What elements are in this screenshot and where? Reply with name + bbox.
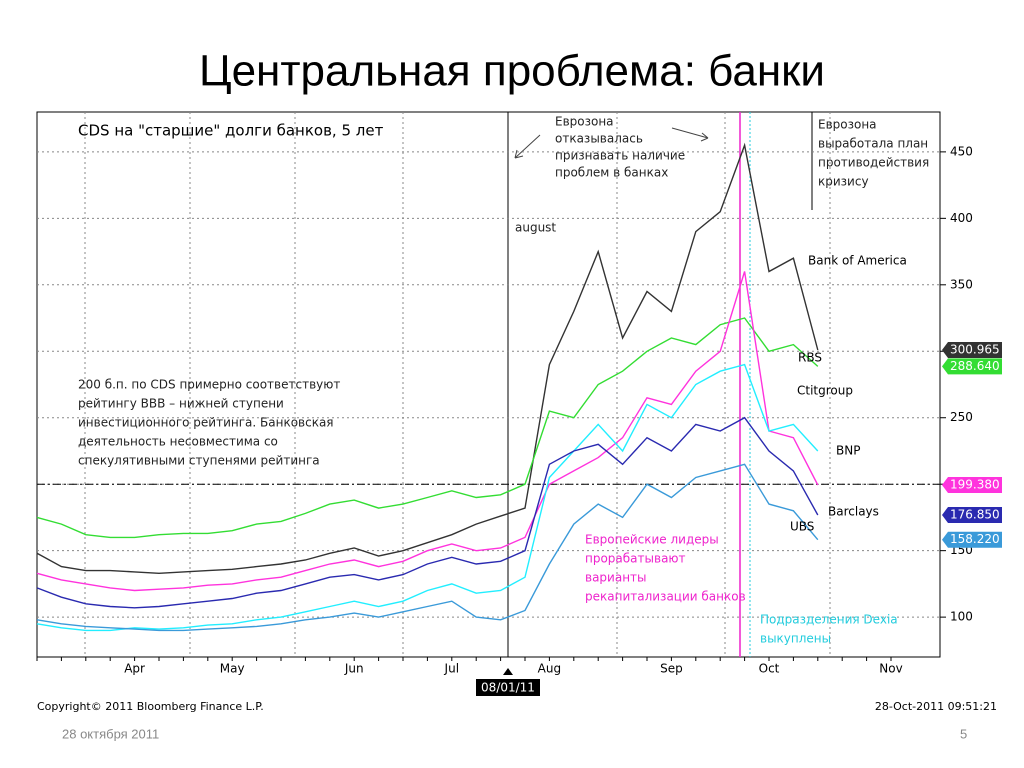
- end-box: [942, 531, 1002, 548]
- y-tick-label: 450: [950, 144, 973, 158]
- annotation: варианты: [585, 571, 647, 585]
- annotation: 200 б.п. по CDS примерно соответствуют: [78, 378, 340, 392]
- x-tick-label: Aug: [538, 662, 561, 676]
- chart-title: CDS на "старшие" долги банков, 5 лет: [78, 122, 384, 140]
- plot-frame: [36, 111, 941, 658]
- timestamp: 28-Oct-2011 09:51:21: [875, 700, 997, 713]
- x-tick-label: May: [220, 662, 245, 676]
- series-line: [36, 271, 819, 592]
- x-tick-label: Nov: [879, 662, 902, 676]
- slide-title: Центральная проблема: банки: [199, 47, 825, 96]
- series-label: BNP: [836, 444, 860, 458]
- date-pointer: [503, 668, 513, 675]
- x-tick-label: Apr: [124, 662, 145, 676]
- date-box: [476, 679, 540, 696]
- y-tick-label: 100: [950, 610, 973, 624]
- date-marker: 08/01/11: [481, 681, 535, 695]
- annotation: выработала план: [818, 137, 928, 151]
- series-line: [36, 416, 819, 609]
- annotation: Еврозона: [818, 118, 877, 132]
- y-tick-label: 250: [950, 410, 973, 424]
- x-tick-label: Sep: [660, 662, 683, 676]
- copyright: Copyright© 2011 Bloomberg Finance L.P.: [37, 700, 264, 713]
- arrow: [514, 134, 541, 159]
- page-number: 5: [960, 726, 967, 741]
- x-tick-label: Jun: [344, 662, 364, 676]
- end-box: [942, 477, 1002, 494]
- series-line: [36, 363, 819, 632]
- series-label: Barclays: [828, 505, 879, 519]
- end-label: 288.640: [950, 359, 1000, 373]
- annotation: рекапитализации банков: [585, 590, 746, 604]
- end-label: 300.965: [950, 342, 1000, 356]
- annotation: прорабатывают: [585, 552, 686, 566]
- x-tick-label: Oct: [759, 662, 780, 676]
- end-box: [942, 341, 1002, 358]
- end-box: [942, 506, 1002, 523]
- month-grid: [84, 112, 831, 657]
- annotation: противодействия: [818, 156, 929, 170]
- end-label: 176.850: [950, 507, 1000, 521]
- series-label: Bank of America: [808, 254, 907, 268]
- arrow: [671, 127, 709, 142]
- x-tick-label: Jul: [444, 662, 459, 676]
- series-line: [36, 463, 819, 632]
- y-tick-label: 400: [950, 211, 973, 225]
- annotation: Еврозона: [555, 115, 614, 129]
- annotation: Европейские лидеры: [585, 533, 719, 547]
- annotation: выкуплены: [760, 632, 831, 646]
- series-label: RBS: [798, 351, 822, 365]
- end-label: 158.220: [950, 532, 1000, 546]
- series-label: Ctitgroup: [797, 384, 853, 398]
- slide-date: 28 октября 2011: [62, 726, 159, 741]
- annotation: Подразделения Dexia: [760, 613, 898, 627]
- annotation: august: [515, 221, 556, 235]
- series-line: [36, 142, 819, 575]
- end-label: 199.380: [950, 478, 1000, 492]
- annotation: деятельность несовместима со: [78, 435, 278, 449]
- annotation: признавать наличие: [555, 149, 685, 163]
- annotation: инвестиционного рейтинга. Банковская: [78, 416, 334, 430]
- annotation: спекулятивными ступенями рейтинга: [78, 454, 320, 468]
- annotation: отказывалась: [555, 132, 643, 146]
- annotation: кризису: [818, 175, 869, 189]
- annotation: проблем в банках: [555, 166, 668, 180]
- series-line: [36, 317, 819, 539]
- series-label: UBS: [790, 520, 814, 534]
- annotation: рейтингу BBB – нижней ступени: [78, 397, 284, 411]
- end-box: [942, 358, 1002, 375]
- y-tick-label: 350: [950, 277, 973, 291]
